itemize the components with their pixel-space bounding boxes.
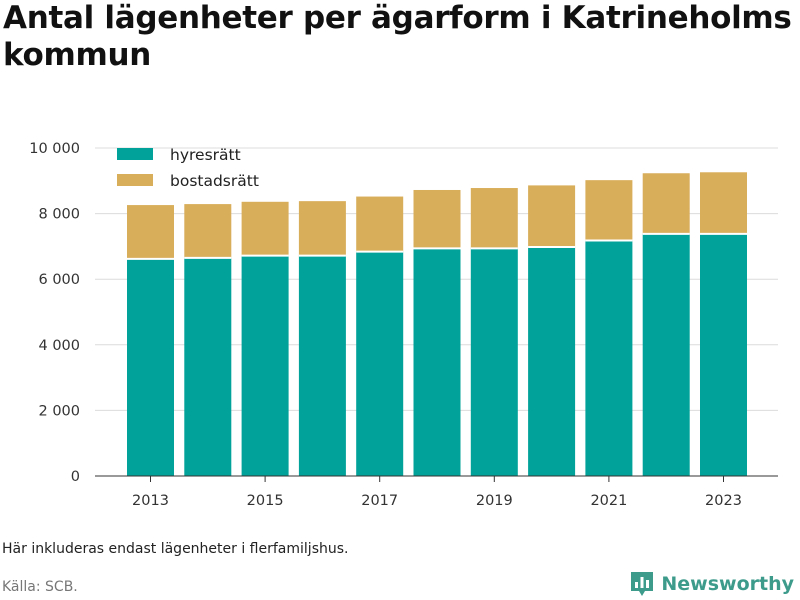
bar-hyresratt-2017	[356, 251, 404, 476]
bar-hyresratt-2020	[528, 247, 576, 476]
bar-bostadsratt-2019	[470, 188, 518, 249]
chart-title: Antal lägenheter per ägarform i Katrineh…	[3, 0, 792, 73]
x-tick-label: 2015	[247, 493, 284, 509]
bar-hyresratt-2021	[585, 240, 633, 476]
bar-bostadsratt-2016	[298, 201, 346, 256]
legend-swatch	[117, 148, 153, 160]
x-tick-label: 2019	[476, 493, 513, 509]
bar-bostadsratt-2020	[528, 185, 576, 248]
y-tick-label: 0	[71, 469, 80, 485]
chart-note: Här inkluderas endast lägenheter i flerf…	[2, 541, 349, 557]
brand-logo: Newsworthy	[629, 570, 794, 598]
bar-bostadsratt-2022	[642, 173, 690, 234]
bar-bostadsratt-2018	[413, 189, 461, 249]
bar-hyresratt-2014	[184, 257, 232, 476]
brand-name: Newsworthy	[661, 573, 794, 595]
bar-bostadsratt-2015	[241, 201, 289, 256]
bar-bostadsratt-2017	[356, 196, 404, 252]
y-tick-label: 10 000	[29, 141, 80, 157]
bar-hyresratt-2018	[413, 248, 461, 476]
x-tick-label: 2017	[361, 493, 398, 509]
x-tick-label: 2023	[705, 493, 742, 509]
bars	[127, 172, 747, 476]
bar-chart-logo-icon	[631, 572, 654, 596]
x-axis: 2013 2015 2017 2019 2021 2023	[95, 475, 778, 509]
legend-swatch	[117, 174, 153, 186]
bar-hyresratt-2013	[127, 258, 174, 476]
bar-bostadsratt-2013	[127, 205, 174, 259]
bar-hyresratt-2016	[298, 255, 346, 476]
bar-bostadsratt-2014	[184, 204, 232, 258]
bar-hyresratt-2022	[642, 233, 690, 476]
y-tick-label: 4 000	[38, 338, 80, 354]
y-tick-label: 2 000	[38, 403, 80, 419]
x-tick-label: 2021	[590, 493, 627, 509]
y-axis: 0 2 000 4 000 6 000 8 000 10 000	[29, 141, 80, 485]
bar-hyresratt-2023	[700, 233, 747, 476]
bar-bostadsratt-2021	[585, 180, 633, 241]
bar-hyresratt-2015	[241, 255, 289, 476]
legend: hyresrätt bostadsrätt	[117, 146, 259, 190]
y-tick-label: 6 000	[38, 272, 80, 288]
legend-label: bostadsrätt	[170, 172, 259, 190]
bar-hyresratt-2019	[470, 248, 518, 476]
y-tick-label: 8 000	[38, 207, 80, 223]
x-tick-label: 2013	[132, 493, 169, 509]
legend-label: hyresrätt	[170, 146, 241, 164]
source-text: Källa: SCB.	[2, 579, 78, 595]
bar-bostadsratt-2023	[700, 172, 747, 234]
